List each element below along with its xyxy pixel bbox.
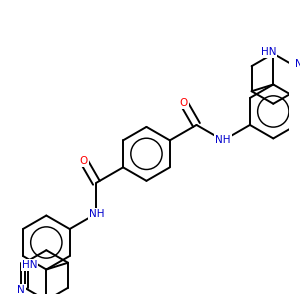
Text: N: N [295, 59, 300, 69]
Text: O: O [180, 98, 188, 108]
Text: NH: NH [88, 208, 104, 219]
Text: HN: HN [261, 47, 276, 57]
Text: NH: NH [215, 135, 231, 146]
Text: HN: HN [22, 260, 37, 270]
Text: N: N [17, 285, 25, 295]
Text: O: O [80, 156, 88, 166]
